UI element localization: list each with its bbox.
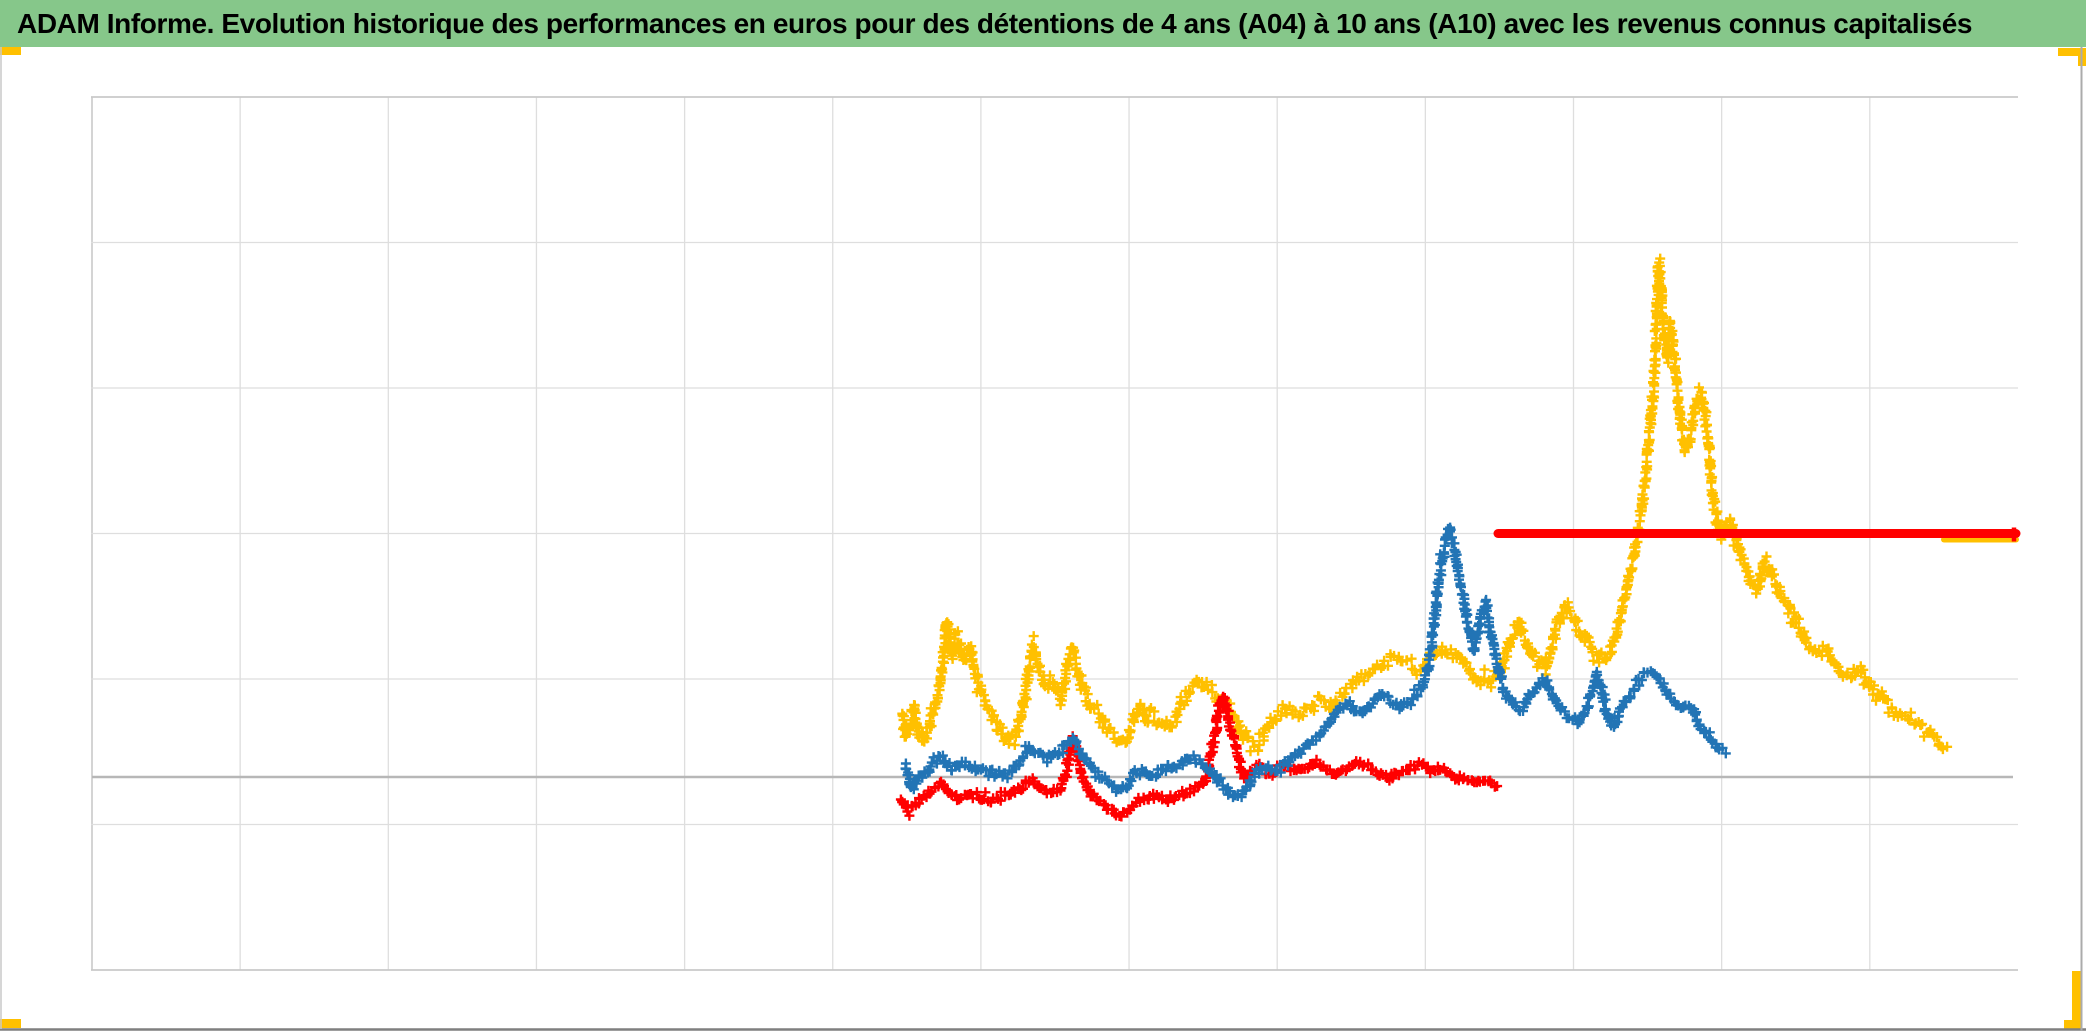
title-bar: ADAM Informe. Evolution historique des p… [0, 0, 2086, 47]
corner-marker-bottom-right [2064, 971, 2081, 1029]
series-red-dense [895, 691, 1503, 822]
flat-value-lines [1493, 527, 2021, 543]
corner-marker-bottom-left [0, 1019, 21, 1028]
corner-marker-top-left [0, 47, 21, 55]
series-blue-dense [900, 522, 1731, 803]
data-series [895, 253, 1953, 822]
screen-frame [0, 47, 2086, 1031]
chart-title: ADAM Informe. Evolution historique des p… [17, 7, 1973, 39]
red-flat-line [1493, 527, 2021, 542]
series-gold-dense [897, 253, 1953, 757]
